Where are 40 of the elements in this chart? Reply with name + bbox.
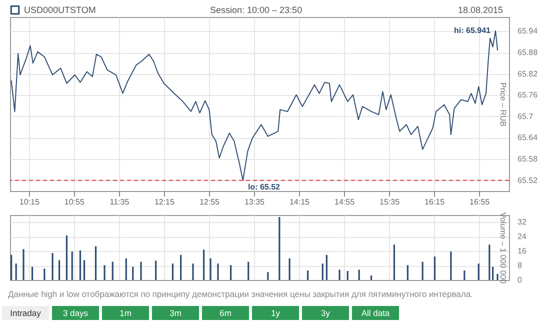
x-tick-label: 11:35 <box>110 198 130 206</box>
y-tick-label: 65.52 <box>518 176 538 185</box>
x-tick-label: 16:55 <box>470 198 490 206</box>
text: 18.08.2015 <box>458 5 503 15</box>
tab-button[interactable]: 6m <box>202 306 249 320</box>
x-tick-label: 14:55 <box>334 198 356 206</box>
annotation: hi: 65.941 <box>454 26 492 35</box>
tab-button[interactable]: 1y <box>252 306 299 320</box>
tab-button[interactable]: All data <box>352 306 399 320</box>
x-tick-label: 14:15 <box>289 198 310 206</box>
y-tick-label: 8 <box>518 261 522 270</box>
x-tick-label: 16:15 <box>424 198 446 206</box>
y-tick-label: 65.88 <box>518 48 538 58</box>
tab-button[interactable]: 1m <box>102 306 149 320</box>
y-axis-title: Volume – 1 000 000 <box>498 212 508 284</box>
x-tick-label: 13:35 <box>244 198 266 206</box>
y-tick-label: 32 <box>518 218 527 227</box>
y-tick-label: 65.64 <box>518 133 538 142</box>
legend-label: USD000UTSTOM <box>24 5 96 15</box>
y-tick-label: 16 <box>518 246 527 256</box>
tab-button[interactable]: Intraday <box>2 306 49 320</box>
tab-button[interactable]: 3m <box>152 306 199 320</box>
y-tick-label: 65.94 <box>518 26 538 36</box>
y-tick-label: 65.7 <box>518 112 534 121</box>
y-tick-label: 65.82 <box>518 69 538 78</box>
tab-button[interactable]: 3y <box>302 306 349 320</box>
x-tick-label: 10:15 <box>19 198 40 206</box>
annotation: lo: 65.52 <box>248 182 281 192</box>
x-tick-label: 10:55 <box>64 198 85 206</box>
y-tick-label: 0 <box>518 276 522 284</box>
y-axis-title: Price – RUB <box>498 82 508 127</box>
tab-button[interactable]: 3 days <box>52 306 99 320</box>
x-tick-label: 15:35 <box>380 198 400 206</box>
text: Данные high и low отображаются по принципу демонстрации значения цены закрытия для пятиминутного интервала. <box>8 289 473 299</box>
x-tick-label: 12:15 <box>154 198 176 206</box>
y-tick-label: 24 <box>518 232 527 242</box>
y-tick-label: 65.76 <box>518 90 538 100</box>
chart-subtitle: Session: 10:00 – 23:50 <box>210 5 302 15</box>
x-tick-label: 12:55 <box>199 198 220 206</box>
y-tick-label: 65.58 <box>518 154 538 164</box>
